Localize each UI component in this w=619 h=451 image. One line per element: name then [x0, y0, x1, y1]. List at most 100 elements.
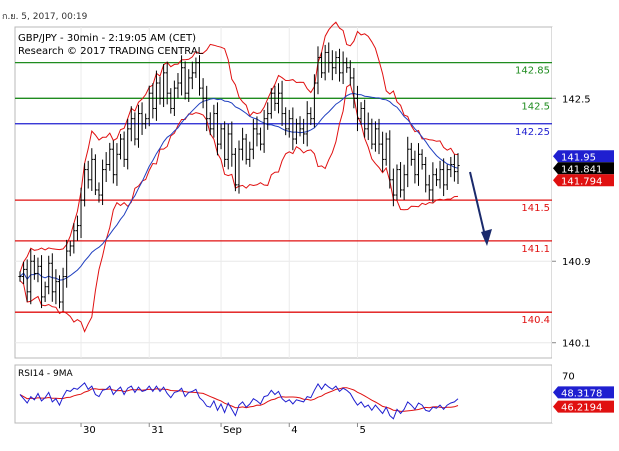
rsi-panel [14, 364, 553, 424]
candle [86, 160, 90, 189]
candle [61, 267, 65, 311]
candle [165, 61, 169, 105]
candle [424, 156, 428, 193]
candle [187, 69, 191, 102]
candle [183, 61, 187, 100]
candle [294, 118, 299, 145]
candle [147, 85, 151, 127]
candle [445, 164, 449, 190]
candle [136, 104, 141, 148]
level-label-141.5: 141.5 [521, 203, 550, 214]
candle [104, 152, 108, 183]
moving-average-line [19, 92, 459, 281]
candle [352, 67, 356, 109]
candle [237, 140, 241, 194]
price-tag-current: 141.841 [553, 162, 614, 175]
y-tick-label: 140.1 [562, 339, 591, 350]
candle [334, 51, 338, 75]
candle [273, 85, 277, 111]
candle [233, 147, 238, 192]
candle [363, 99, 367, 138]
candle [409, 142, 413, 166]
candle [39, 255, 44, 309]
candle [309, 107, 313, 125]
price-tag-bid: 141.95 [553, 150, 614, 163]
x-tick-label: 5 [359, 425, 365, 436]
candle [284, 107, 288, 136]
candle [32, 254, 36, 280]
candle [402, 164, 406, 200]
forecast-arrow-head [481, 229, 492, 246]
candle [456, 153, 460, 185]
svg-text:46.2194: 46.2194 [561, 403, 602, 414]
candle [219, 123, 223, 150]
candle [276, 83, 281, 114]
candle [190, 61, 194, 90]
level-label-140.4: 140.4 [521, 315, 550, 326]
x-tick-label: 30 [83, 425, 96, 436]
candle [79, 187, 83, 239]
candle [298, 116, 302, 137]
candle [201, 78, 205, 109]
candle [420, 149, 424, 170]
candle [391, 168, 395, 207]
candle [305, 101, 309, 147]
candle [370, 118, 374, 150]
candle [108, 142, 112, 171]
candle [29, 248, 33, 305]
level-label-141.1: 141.1 [521, 244, 550, 255]
candle [388, 130, 392, 189]
candle [100, 159, 105, 206]
candle [406, 136, 410, 188]
candle [151, 83, 155, 119]
candle [244, 133, 248, 165]
candle [434, 168, 439, 187]
candle [395, 164, 399, 201]
candle [212, 104, 216, 138]
candle [248, 141, 252, 167]
x-tick-label: Sep [223, 425, 242, 436]
svg-text:141.95: 141.95 [561, 152, 596, 163]
candle [118, 133, 123, 160]
candle [197, 55, 202, 96]
candle [75, 215, 80, 241]
candle [366, 112, 370, 141]
candle [154, 70, 159, 121]
candle [83, 163, 87, 207]
candle [345, 57, 349, 73]
candle [427, 174, 431, 200]
svg-text:141.794: 141.794 [561, 176, 602, 187]
rsi-tag-signal: 46.2194 [553, 400, 614, 414]
candle [54, 269, 58, 305]
candle [240, 127, 245, 161]
candle [348, 60, 352, 86]
candle [373, 121, 378, 152]
candle [129, 106, 133, 142]
candle [43, 281, 47, 302]
candle [359, 102, 363, 125]
candle [57, 275, 62, 309]
candle [377, 118, 381, 155]
candle [223, 121, 227, 167]
x-tick-label: 31 [151, 425, 164, 436]
candle [291, 107, 295, 151]
candle [194, 57, 198, 78]
candle [93, 154, 97, 196]
candle [251, 118, 255, 160]
candle [431, 162, 435, 203]
candle [438, 160, 442, 189]
candle [172, 80, 176, 117]
candle [126, 118, 130, 170]
candle [169, 88, 173, 114]
candle [226, 123, 230, 170]
candle [341, 51, 345, 85]
candle [50, 253, 54, 302]
rsi-line [19, 382, 459, 420]
candle [413, 150, 417, 184]
rsi-title: RSI14 - 9MA [18, 369, 74, 379]
candle [316, 46, 320, 95]
candle [47, 255, 51, 295]
svg-text:48.3178: 48.3178 [561, 388, 602, 399]
candle [179, 55, 184, 96]
